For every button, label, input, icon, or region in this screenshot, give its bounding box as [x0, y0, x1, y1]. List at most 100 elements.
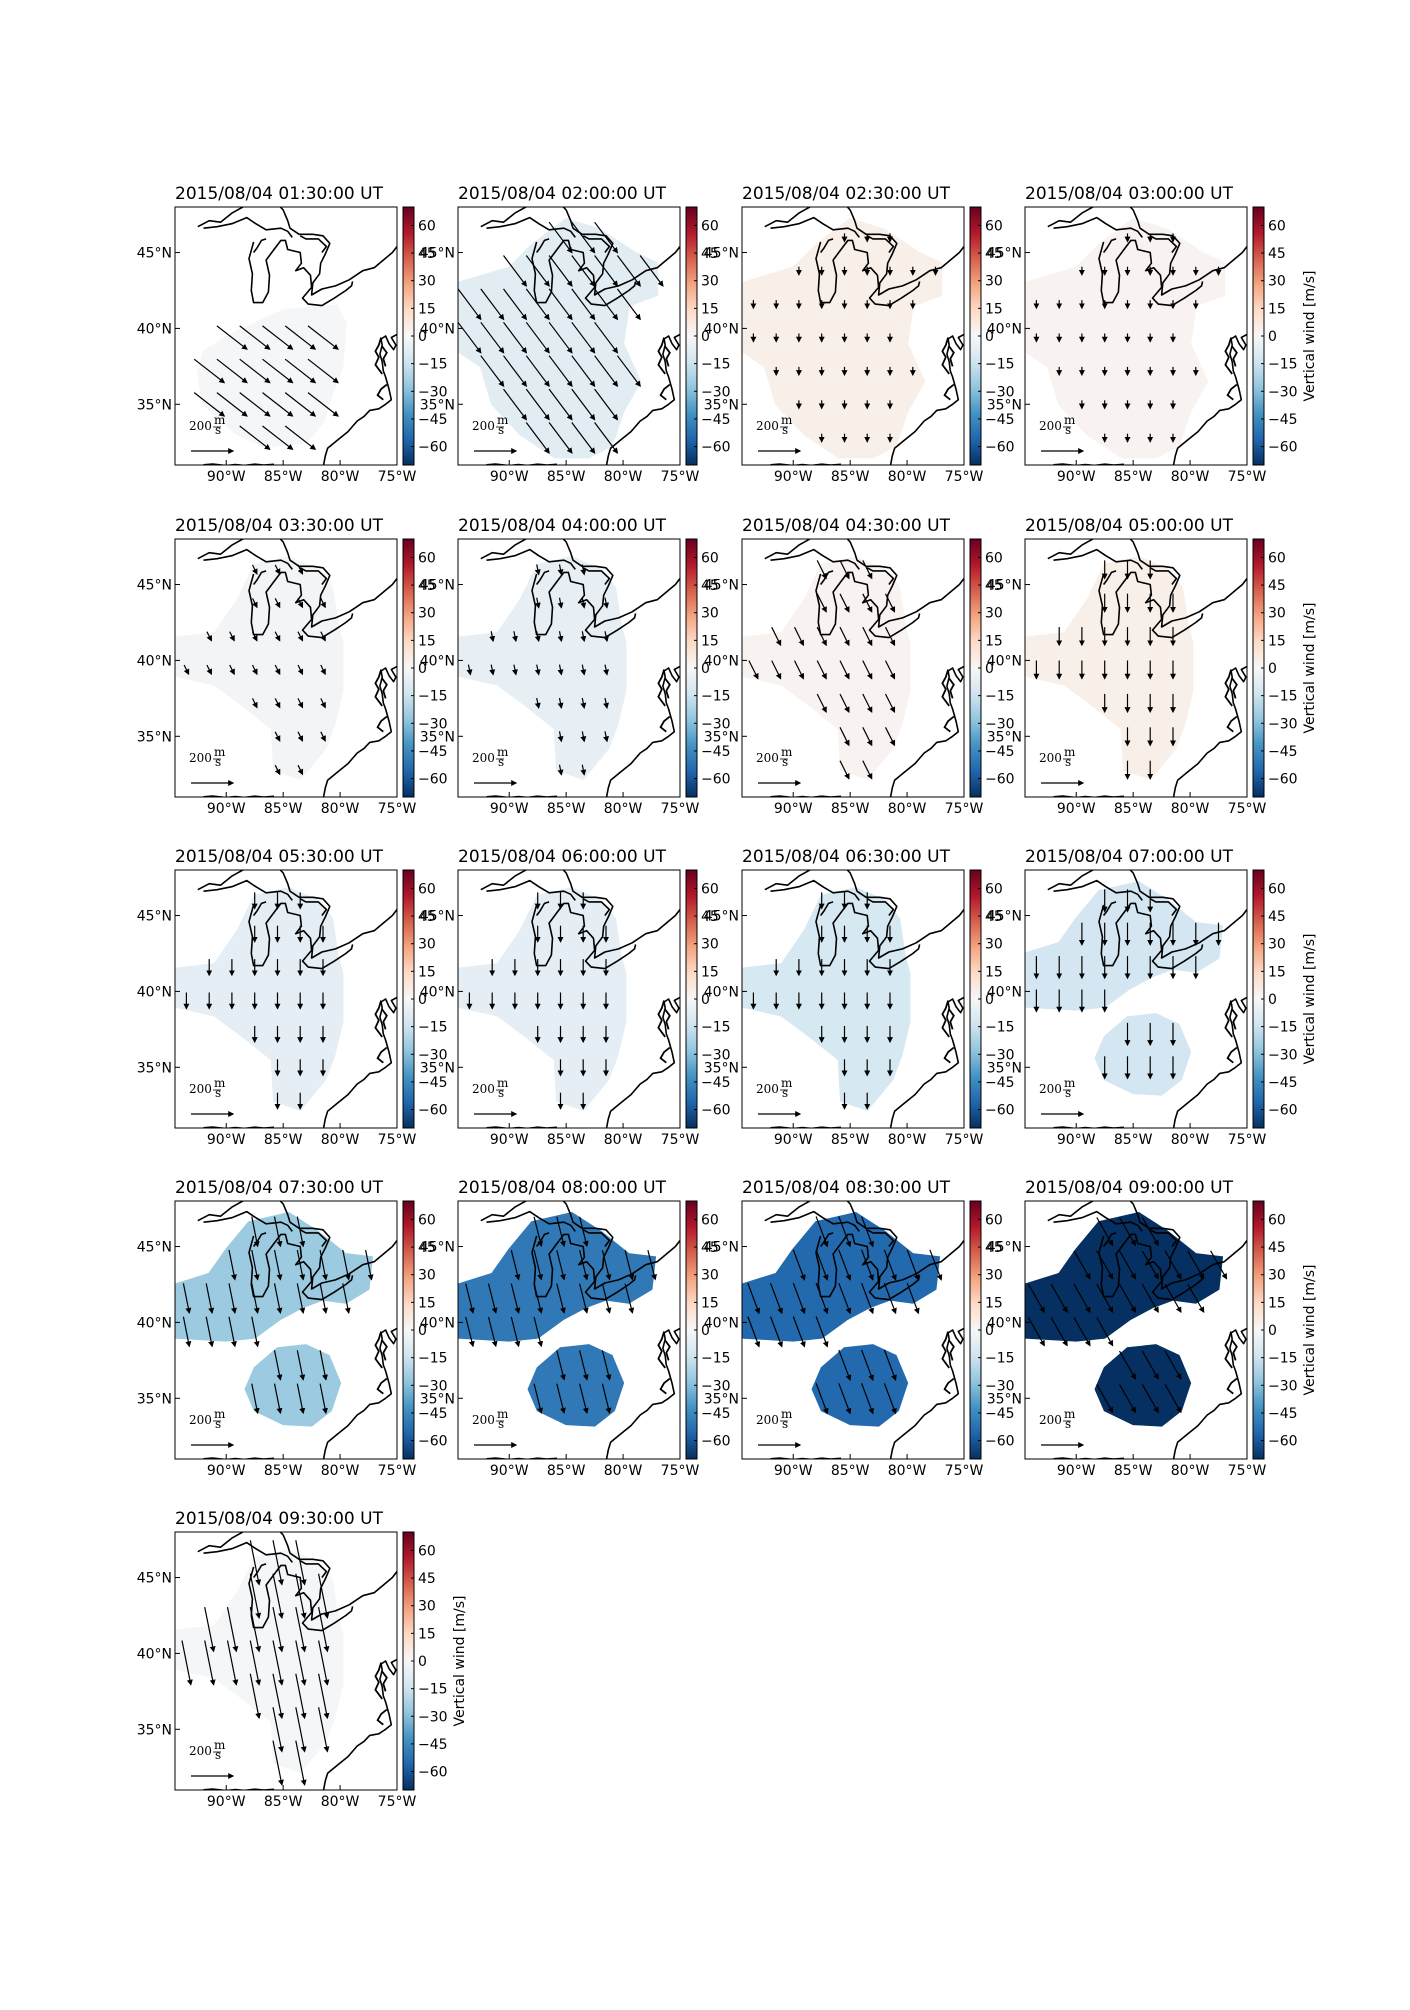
coastline: [1172, 665, 1247, 797]
lon-tick-label: 75°W: [945, 801, 984, 817]
wind-arrow: [318, 1573, 330, 1619]
colorbar-tick-label: 0: [985, 992, 994, 1008]
wind-arrow: [579, 1383, 589, 1414]
wind-arrow: [557, 664, 564, 676]
lon-tick-label: 80°W: [1171, 1132, 1210, 1148]
lon-tick-label: 85°W: [264, 1463, 303, 1479]
wind-arrow: [862, 560, 873, 580]
wind-arrow: [594, 221, 619, 254]
wind-arrow: [601, 1283, 612, 1314]
panel-title: 2015/08/04 09:30:00 UT: [175, 1509, 384, 1529]
reference-arrow: 200 ms: [472, 413, 518, 454]
lon-tick-label: 75°W: [661, 469, 700, 485]
lon-tick-label: 75°W: [378, 801, 417, 817]
wind-arrow: [525, 422, 550, 454]
colorbar-tick-label: 60: [418, 218, 436, 234]
coastline: [248, 1564, 354, 1632]
coastline: [770, 879, 860, 901]
wind-arrow: [838, 1383, 852, 1415]
bay-coastline: [1231, 1340, 1238, 1361]
colorbar-label: Vertical wind [m/s]: [1302, 271, 1318, 402]
colorbar-tick-label: −45: [418, 1406, 448, 1422]
wind-arrow: [272, 1707, 284, 1753]
coastline: [203, 795, 275, 797]
colorbar-tick-label: −45: [418, 1737, 448, 1753]
lat-tick-label: 45°N: [137, 1571, 172, 1587]
plot-area: [458, 1201, 680, 1459]
panel-frame: [741, 538, 965, 798]
lat-tick-label: 35°N: [704, 397, 739, 413]
colorbar-tick-label: −30: [701, 1047, 731, 1063]
lon-tick-label: 85°W: [831, 801, 870, 817]
coastline: [531, 239, 637, 307]
coastline: [197, 870, 397, 959]
wind-arrow: [816, 560, 827, 580]
reference-unit-num: m: [497, 413, 509, 427]
coastline: [299, 567, 328, 585]
colorbar-tick-label: 30: [418, 1268, 436, 1284]
wind-arrow: [556, 1250, 566, 1281]
bay-coastline: [659, 1377, 671, 1395]
wind-arrow: [862, 727, 873, 747]
coastline: [1102, 570, 1117, 585]
bay-coastline: [1226, 1377, 1238, 1395]
lon-tick-label: 90°W: [1057, 1132, 1096, 1148]
lon-tick-label: 80°W: [1171, 469, 1210, 485]
lon-tick-label: 75°W: [945, 469, 984, 485]
wind-arrow: [862, 660, 873, 680]
plot-area: [458, 870, 680, 1128]
coastline: [889, 1327, 964, 1459]
wind-arrow: [272, 1673, 284, 1720]
bay-coastline: [664, 1340, 671, 1361]
colorbar-tick-label: −15: [985, 1351, 1015, 1367]
colorbar-tick-label: 0: [418, 1323, 427, 1339]
coastline: [197, 1201, 397, 1290]
wind-arrow: [571, 288, 596, 321]
colorbar-tick-label: 30: [1268, 937, 1286, 953]
reference-unit-num: m: [781, 1407, 793, 1421]
colorbar-tick-label: −45: [985, 1406, 1015, 1422]
bay-coastline: [1224, 337, 1233, 375]
colorbar-tick-label: −45: [701, 1406, 731, 1422]
wind-arrow: [296, 1216, 306, 1248]
coastline: [531, 571, 637, 639]
colorbar-tick-label: 30: [985, 937, 1003, 953]
colorbar-tick-label: 15: [1268, 301, 1286, 317]
wind-arrow: [274, 598, 281, 609]
colorbar-tick-label: −15: [985, 689, 1015, 705]
wind-arrow: [884, 593, 896, 613]
panel-title: 2015/08/04 06:30:00 UT: [742, 847, 951, 867]
reference-unit-num: m: [497, 1076, 509, 1090]
wind-arrow: [272, 1740, 284, 1786]
wind-arrow: [297, 698, 304, 709]
lat-tick-label: 45°N: [987, 578, 1022, 594]
reference-value: 200: [472, 1413, 495, 1427]
wind-arrow: [226, 1606, 239, 1653]
coastline: [322, 996, 397, 1128]
colorbar-tick-label: 0: [1268, 1323, 1277, 1339]
wind-arrow: [580, 564, 587, 576]
lat-tick-label: 35°N: [420, 1060, 455, 1076]
wind-arrow: [274, 698, 281, 709]
wind-arrow: [204, 1640, 216, 1686]
wind-arrow: [1118, 1217, 1136, 1247]
colorbar-tick-label: −60: [985, 1103, 1015, 1119]
bay-coastline: [1226, 715, 1238, 733]
wind-arrow: [839, 593, 850, 613]
lon-tick-label: 90°W: [774, 1463, 813, 1479]
wind-arrow: [204, 1606, 216, 1653]
colorbar-tick-label: 0: [985, 1323, 994, 1339]
wind-arrow: [228, 1283, 237, 1314]
lat-tick-label: 45°N: [987, 1240, 1022, 1256]
colorbar-tick-label: 45: [418, 1571, 436, 1587]
wind-arrow: [839, 626, 850, 647]
plot-area: [1025, 539, 1247, 797]
reference-arrow: 200 ms: [189, 1407, 235, 1448]
wind-arrow: [297, 598, 304, 609]
colorbar-tick-label: −45: [701, 412, 731, 428]
wind-arrow: [580, 764, 587, 776]
lon-tick-label: 75°W: [1228, 1463, 1267, 1479]
colorbar-tick-label: −15: [701, 1351, 731, 1367]
wind-arrow: [580, 597, 587, 609]
colorbar-tick-label: 15: [1268, 1295, 1286, 1311]
